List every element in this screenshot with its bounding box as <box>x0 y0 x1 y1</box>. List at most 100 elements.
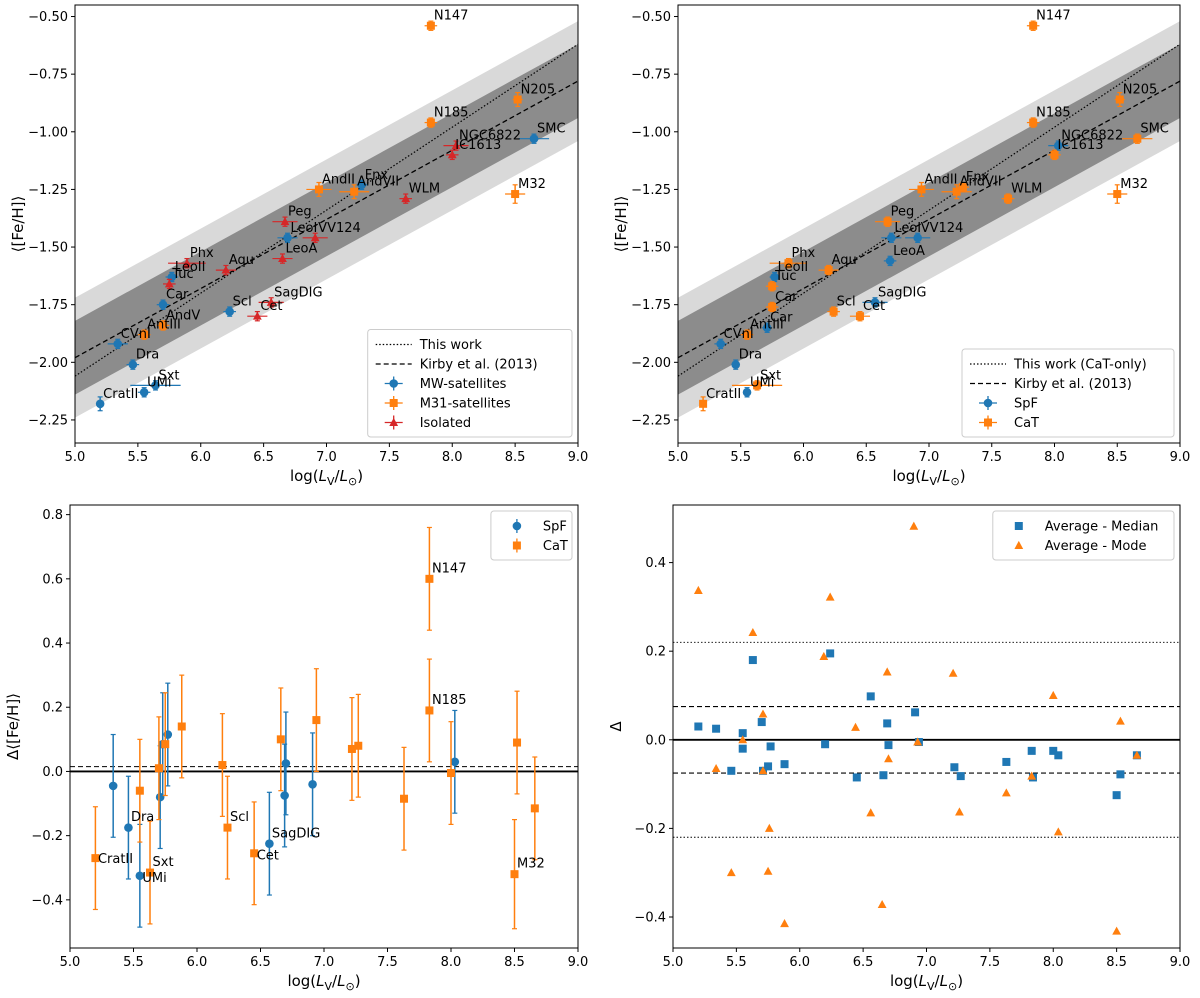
data-point <box>139 387 149 397</box>
data-point <box>763 866 773 875</box>
data-point <box>917 185 926 194</box>
data-point <box>266 297 276 306</box>
x-tick-label: 8.5 <box>1106 955 1127 970</box>
data-point <box>451 141 461 150</box>
point-label-cvni: CVnI <box>121 327 151 342</box>
data-point <box>281 759 291 768</box>
data-point <box>1004 194 1013 203</box>
point-label-leoii: LeoII <box>778 260 809 275</box>
point-label-smc: SMC <box>1140 122 1169 137</box>
data-point <box>447 769 455 778</box>
annotation-cratii: CratII <box>98 852 133 867</box>
point-label-aqu: Aqu <box>832 253 857 268</box>
point-label-vv124: VV124 <box>318 221 361 236</box>
legend: Average - Median Average - Mode <box>992 510 1175 561</box>
data-point <box>146 868 155 877</box>
y-axis-label: ⟨[Fe/H]⟩ <box>9 196 27 253</box>
data-point <box>870 298 880 307</box>
annotation-n147: N147 <box>432 561 467 576</box>
legend-handle-marker <box>983 398 993 408</box>
data-point <box>913 233 923 243</box>
x-axis-label: log(LV/L⊙) <box>287 972 360 993</box>
point-label-andii: AndII <box>924 172 957 187</box>
data-point <box>824 266 833 275</box>
x-tick-label: 7.0 <box>919 450 940 465</box>
y-tick-label: −1.75 <box>631 298 671 313</box>
data-point <box>852 773 861 782</box>
point-label-tuc: Tuc <box>171 267 193 282</box>
y-tick-label: −0.75 <box>631 68 671 83</box>
x-tick-label: 7.5 <box>981 450 1002 465</box>
plot-area <box>75 20 578 418</box>
data-point <box>218 761 227 770</box>
data-point <box>108 781 118 791</box>
y-axis-label: Δ⟨[Fe/H]⟩ <box>4 693 22 760</box>
data-point <box>135 871 145 881</box>
data-point <box>883 719 892 728</box>
point-label-phx: Phx <box>791 246 815 261</box>
data-point <box>513 738 522 747</box>
data-point <box>252 311 262 320</box>
data-point <box>1054 751 1063 760</box>
data-point <box>250 849 259 858</box>
data-point <box>425 706 434 715</box>
point-label-m32: M32 <box>518 177 546 192</box>
x-tick-label: 5.0 <box>663 955 684 970</box>
point-label-scl: Scl <box>837 295 856 310</box>
data-point <box>958 183 967 192</box>
data-point <box>879 771 888 780</box>
point-label-phx: Phx <box>190 246 214 261</box>
data-point <box>510 870 519 879</box>
legend-label: Isolated <box>420 416 472 431</box>
plot-area <box>673 521 1180 935</box>
data-point <box>314 185 323 194</box>
y-tick-label: −1.25 <box>631 183 671 198</box>
point-label-sagdig: SagDIG <box>878 285 926 300</box>
data-point <box>758 709 768 718</box>
point-label-n147: N147 <box>1036 9 1071 24</box>
y-tick-label: 0.0 <box>42 765 63 780</box>
point-label-cratii: CratII <box>103 387 138 402</box>
data-point <box>91 854 100 863</box>
legend-label: This work (CaT-only) <box>1013 358 1147 373</box>
data-point <box>135 786 144 795</box>
data-point <box>177 722 186 731</box>
point-label-leoi: LeoI <box>291 221 318 236</box>
data-point <box>851 722 860 731</box>
point-label-car: Car <box>166 288 189 303</box>
x-tick-label: 6.5 <box>856 450 877 465</box>
annotation-m32: M32 <box>517 857 545 872</box>
data-point <box>911 708 920 717</box>
x-tick-label: 5.0 <box>668 450 689 465</box>
point-label-m32: M32 <box>1120 177 1148 192</box>
legend-box <box>961 348 1175 438</box>
x-tick-label: 8.5 <box>505 450 526 465</box>
data-point <box>513 95 522 104</box>
panel-top-right: CVnI Dra UMi Car LeoII SagDIG LeoA LeoI VV124 NGC… <box>612 4 1190 488</box>
y-tick-label: −1.75 <box>28 298 68 313</box>
data-point <box>699 399 708 408</box>
data-point <box>693 585 703 594</box>
point-label-cet: Cet <box>260 299 282 314</box>
data-point <box>757 718 766 727</box>
annotation-n185: N185 <box>432 693 467 708</box>
axes-frame <box>672 504 1181 949</box>
x-tick-label: 7.0 <box>916 955 937 970</box>
series-cat <box>699 20 1153 412</box>
plot-area <box>678 20 1180 418</box>
data-point <box>952 187 961 196</box>
data-point <box>825 592 835 601</box>
point-label-wlm: WLM <box>1011 182 1042 197</box>
data-point <box>829 307 838 316</box>
legend-handle-marker <box>512 541 521 550</box>
data-point <box>768 302 777 311</box>
data-point <box>883 217 892 226</box>
data-point <box>425 574 434 583</box>
point-label-car: Car <box>775 290 798 305</box>
data-point <box>748 627 758 637</box>
legend-box <box>490 510 573 561</box>
kirby-scatter-band-inner <box>75 44 578 395</box>
y-tick-label: −2.00 <box>28 356 68 371</box>
